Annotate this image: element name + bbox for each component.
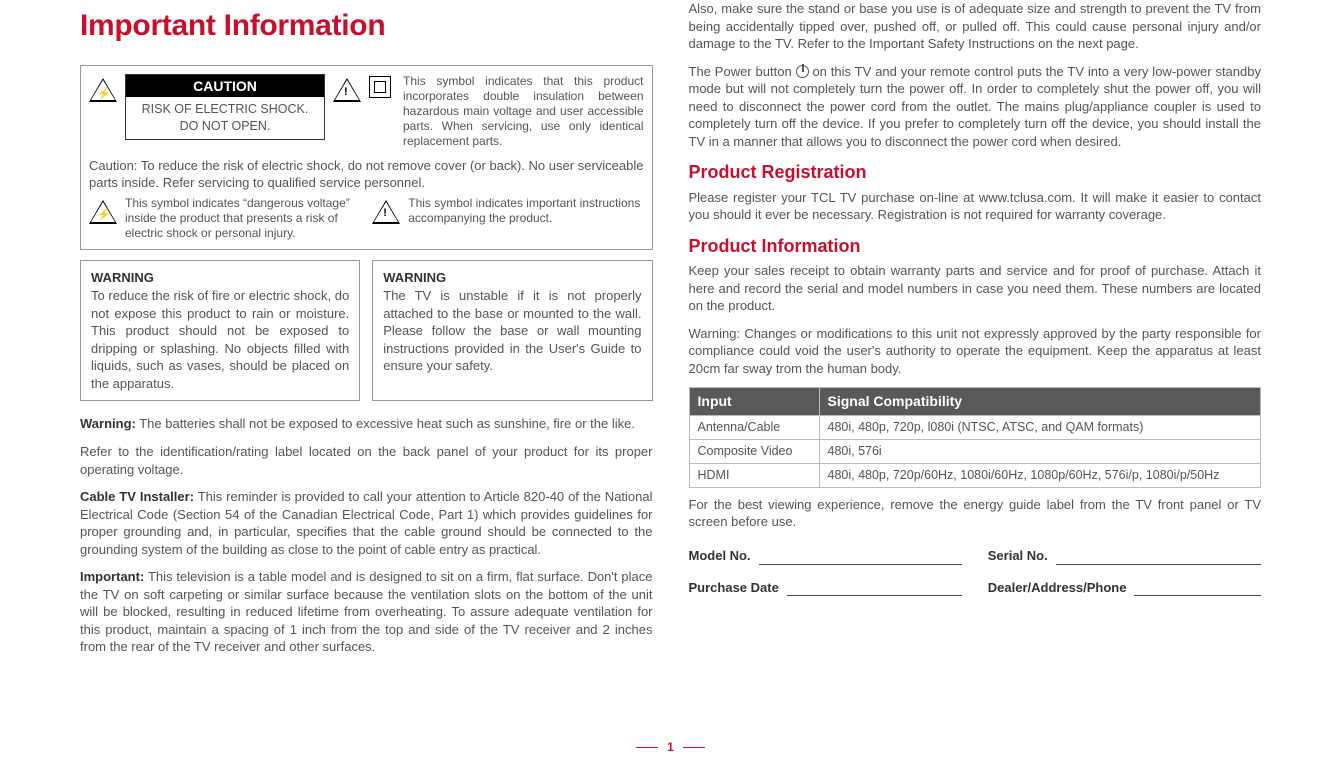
cable-head: Cable TV Installer:: [80, 489, 194, 504]
page-content: Important Information ⚡ CAUTION RISK OF …: [80, 0, 1261, 666]
serial-no-label: Serial No.: [988, 547, 1048, 565]
warning-box-stability: WARNING The TV is unstable if it is not …: [372, 260, 652, 402]
voltage-symbol-text: This symbol indicates “dangerous voltage…: [125, 196, 360, 241]
table-cell: Antenna/Cable: [689, 416, 819, 440]
best-view-note: For the best viewing experience, remove …: [689, 496, 1262, 531]
right-column: Also, make sure the stand or base you us…: [689, 0, 1262, 666]
caution-box: ⚡ CAUTION RISK OF ELECTRIC SHOCK. DO NOT…: [80, 65, 653, 250]
warning-row: WARNING To reduce the risk of fire or el…: [80, 260, 653, 402]
caution-heading: CAUTION: [126, 75, 324, 98]
important-note: Important: This television is a table mo…: [80, 568, 653, 656]
double-insulation-icon: [369, 76, 391, 98]
purchase-date-label: Purchase Date: [689, 579, 779, 597]
left-column: Important Information ⚡ CAUTION RISK OF …: [80, 0, 653, 666]
warning-body: The TV is unstable if it is not properly…: [383, 288, 641, 373]
exclaim-triangle-icon: !: [333, 78, 361, 102]
warning-heading: WARNING: [91, 269, 349, 287]
table-header-signal: Signal Compatibility: [819, 388, 1261, 416]
important-head: Important:: [80, 569, 144, 584]
double-insulation-text: This symbol indicates that this product …: [403, 74, 644, 149]
exclaim-triangle-icon-small: !: [372, 200, 400, 224]
page-footer: 1: [0, 739, 1341, 755]
instruction-symbol-text: This symbol indicates important instruct…: [408, 196, 643, 241]
caution-note: Caution: To reduce the risk of electric …: [89, 157, 644, 192]
table-row: Antenna/Cable480i, 480p, 720p, l080i (NT…: [689, 416, 1261, 440]
page-number: 1: [667, 740, 674, 754]
blank-line: [787, 586, 962, 596]
voltage-triangle-icon-small: ⚡: [89, 200, 117, 224]
blank-line: [1134, 586, 1261, 596]
footer-dash-icon: [683, 747, 705, 748]
stand-note: Also, make sure the stand or base you us…: [689, 0, 1262, 53]
identification-note: Refer to the identification/rating label…: [80, 443, 653, 478]
table-cell: 480i, 480p, 720p, l080i (NTSC, ATSC, and…: [819, 416, 1261, 440]
warning-heading: WARNING: [383, 269, 641, 287]
battery-warning: Warning: The batteries shall not be expo…: [80, 415, 653, 433]
page-title: Important Information: [80, 6, 653, 47]
dealer-label: Dealer/Address/Phone: [988, 579, 1127, 597]
caution-label-block: CAUTION RISK OF ELECTRIC SHOCK. DO NOT O…: [125, 74, 325, 141]
product-info-text-1: Keep your sales receipt to obtain warran…: [689, 262, 1262, 315]
footer-dash-icon: [636, 747, 658, 748]
model-no-field: Model No.: [689, 547, 962, 565]
cable-installer-note: Cable TV Installer: This reminder is pro…: [80, 488, 653, 558]
dealer-field: Dealer/Address/Phone: [988, 579, 1261, 597]
caution-risk-text: RISK OF ELECTRIC SHOCK. DO NOT OPEN.: [126, 97, 324, 139]
signal-compatibility-table: Input Signal Compatibility Antenna/Cable…: [689, 387, 1262, 488]
blank-line: [759, 555, 962, 565]
product-registration-text: Please register your TCL TV purchase on-…: [689, 189, 1262, 224]
battery-warning-head: Warning:: [80, 416, 136, 431]
battery-warning-body: The batteries shall not be exposed to ex…: [136, 416, 635, 431]
serial-no-field: Serial No.: [988, 547, 1261, 565]
power-note-a: The Power button: [689, 64, 796, 79]
table-header-input: Input: [689, 388, 819, 416]
product-registration-heading: Product Registration: [689, 160, 1262, 184]
table-cell: HDMI: [689, 463, 819, 487]
table-cell: 480i, 576i: [819, 440, 1261, 464]
important-body: This television is a table model and is …: [80, 569, 653, 654]
power-icon: [796, 65, 809, 78]
warning-box-moisture: WARNING To reduce the risk of fire or el…: [80, 260, 360, 402]
product-info-text-2: Warning: Changes or modifications to thi…: [689, 325, 1262, 378]
table-cell: 480i, 480p, 720p/60Hz, 1080i/60Hz, 1080p…: [819, 463, 1261, 487]
purchase-date-field: Purchase Date: [689, 579, 962, 597]
record-fields: Model No. Serial No. Purchase Date Deale…: [689, 547, 1262, 596]
table-row: Composite Video480i, 576i: [689, 440, 1261, 464]
blank-line: [1056, 555, 1261, 565]
voltage-triangle-icon: ⚡: [89, 78, 117, 102]
table-cell: Composite Video: [689, 440, 819, 464]
power-note: The Power button on this TV and your rem…: [689, 63, 1262, 151]
model-no-label: Model No.: [689, 547, 751, 565]
warning-body: To reduce the risk of fire or electric s…: [91, 288, 349, 391]
product-information-heading: Product Information: [689, 234, 1262, 258]
table-row: HDMI480i, 480p, 720p/60Hz, 1080i/60Hz, 1…: [689, 463, 1261, 487]
